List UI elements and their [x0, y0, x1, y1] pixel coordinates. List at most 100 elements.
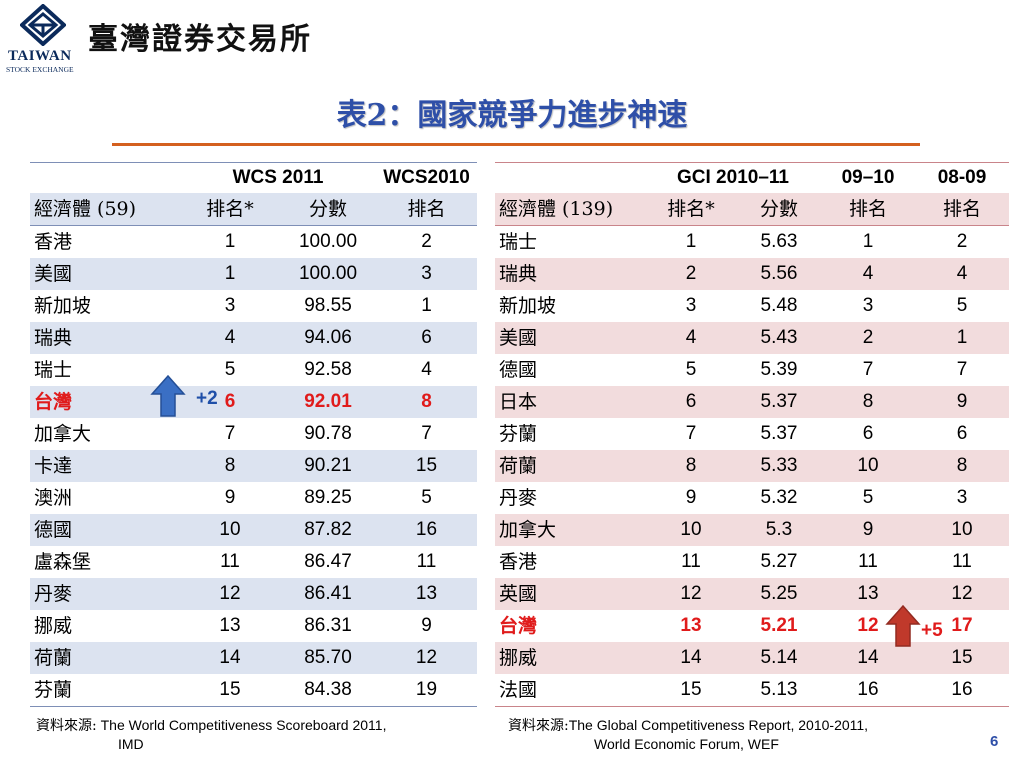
- source-text-line2: World Economic Forum, WEF: [594, 736, 779, 752]
- value-cell: 14: [219, 647, 241, 668]
- value-cell: 3: [862, 295, 874, 316]
- value-cell: 14: [857, 647, 879, 668]
- economy-cell: 台灣: [499, 615, 538, 637]
- economy-cell: 盧森堡: [34, 551, 92, 573]
- table-subheader-row: 經濟體 (139) 排名* 分數 排名 排名: [495, 193, 1009, 226]
- value-cell: 5: [685, 359, 697, 380]
- subheader-cell: 分數: [308, 198, 347, 220]
- header-cell: GCI 2010–11: [677, 167, 789, 188]
- value-cell: 15: [680, 679, 702, 700]
- table-row: 美國 1 100.00 3: [30, 258, 477, 290]
- economy-cell: 丹麥: [34, 583, 73, 605]
- economy-cell: 英國: [499, 583, 538, 605]
- value-cell: 2: [421, 231, 432, 252]
- value-cell: 1: [956, 327, 968, 348]
- table-row: 卡達 8 90.21 15: [30, 450, 477, 482]
- table-row: 法國 15 5.13 16 16: [495, 674, 1009, 707]
- value-cell: 5.43: [760, 327, 798, 348]
- value-cell: 1: [685, 231, 697, 252]
- twse-logo-icon: [20, 4, 66, 46]
- value-cell: 11: [858, 551, 878, 572]
- value-cell: 13: [415, 583, 438, 604]
- table-row: 澳洲 9 89.25 5: [30, 482, 477, 514]
- value-cell: 8: [421, 391, 432, 412]
- value-cell: 100.00: [298, 263, 358, 284]
- change-badge-left: +2: [196, 388, 218, 409]
- value-cell: 9: [224, 487, 236, 508]
- value-cell: 6: [421, 327, 432, 348]
- value-cell: 9: [685, 487, 697, 508]
- value-cell: 7: [224, 423, 236, 444]
- value-cell: 11: [952, 551, 972, 572]
- subheader-cell: 排名: [942, 198, 981, 220]
- subheader-cell: 排名*: [667, 198, 715, 220]
- value-cell: 6: [224, 391, 236, 412]
- economy-cell: 日本: [499, 391, 538, 413]
- right-source-note: 資料來源:The Global Competitiveness Report, …: [508, 716, 868, 753]
- value-cell: 2: [956, 231, 968, 252]
- table-row: 加拿大 10 5.3 9 10: [495, 514, 1009, 546]
- economy-cell: 瑞典: [34, 327, 73, 349]
- subheader-cell: 排名: [407, 198, 446, 220]
- economy-cell: 新加坡: [34, 295, 92, 317]
- value-cell: 1: [224, 231, 236, 252]
- change-badge-right: +5: [921, 620, 943, 641]
- table-row: 瑞典 4 94.06 6: [30, 322, 477, 354]
- value-cell: 86.47: [304, 551, 352, 572]
- value-cell: 11: [416, 551, 437, 572]
- value-cell: 89.25: [304, 487, 352, 508]
- value-cell: 9: [956, 391, 968, 412]
- slide-title: 表2：國家競爭力進步神速: [336, 98, 688, 133]
- economy-cell: 挪威: [34, 615, 73, 637]
- table-row: 荷蘭 8 5.33 10 8: [495, 450, 1009, 482]
- value-cell: 13: [219, 615, 241, 636]
- value-cell: 11: [220, 551, 240, 572]
- value-cell: 5.3: [765, 519, 793, 540]
- logo-sub-text: STOCK EXCHANGE: [6, 65, 74, 74]
- value-cell: 4: [862, 263, 874, 284]
- value-cell: 94.06: [304, 327, 352, 348]
- value-cell: 3: [685, 295, 697, 316]
- value-cell: 4: [685, 327, 697, 348]
- table-row: 芬蘭 7 5.37 6 6: [495, 418, 1009, 450]
- value-cell: 12: [219, 583, 241, 604]
- economy-cell: 香港: [499, 551, 538, 573]
- subheader-cell: 分數: [759, 198, 798, 220]
- value-cell: 5: [224, 359, 236, 380]
- value-cell: 11: [681, 551, 701, 572]
- value-cell: 8: [685, 455, 697, 476]
- economy-cell: 香港: [34, 231, 73, 253]
- table-row: 挪威 13 86.31 9: [30, 610, 477, 642]
- economy-cell: 挪威: [499, 647, 538, 669]
- table-row: 挪威 14 5.14 14 15: [495, 642, 1009, 674]
- table-row: 新加坡 3 98.55 1: [30, 290, 477, 322]
- value-cell: 92.58: [304, 359, 352, 380]
- value-cell: 13: [680, 615, 702, 636]
- value-cell: 17: [951, 615, 973, 636]
- value-cell: 5: [956, 295, 968, 316]
- economy-cell: 瑞典: [499, 263, 538, 285]
- table-row: 德國 5 5.39 7 7: [495, 354, 1009, 386]
- value-cell: 6: [862, 423, 874, 444]
- value-cell: 9: [862, 519, 874, 540]
- table-row: 丹麥 9 5.32 5 3: [495, 482, 1009, 514]
- table-row: 日本 6 5.37 8 9: [495, 386, 1009, 418]
- economy-cell: 台灣: [34, 391, 73, 413]
- value-cell: 5: [862, 487, 874, 508]
- subheader-cell: 經濟體 (139): [499, 198, 614, 220]
- value-cell: 3: [224, 295, 236, 316]
- value-cell: 12: [415, 647, 438, 668]
- value-cell: 5.37: [760, 391, 798, 412]
- source-text-line2: IMD: [118, 736, 144, 752]
- subheader-cell: 排名*: [206, 198, 254, 220]
- value-cell: 15: [219, 679, 241, 700]
- up-arrow-icon: [150, 374, 186, 417]
- table-row: 丹麥 12 86.41 13: [30, 578, 477, 610]
- value-cell: 16: [951, 679, 973, 700]
- value-cell: 14: [680, 647, 702, 668]
- value-cell: 4: [956, 263, 968, 284]
- value-cell: 90.21: [304, 455, 352, 476]
- table-row: 美國 4 5.43 2 1: [495, 322, 1009, 354]
- economy-cell: 荷蘭: [34, 647, 73, 669]
- value-cell: 12: [857, 615, 879, 636]
